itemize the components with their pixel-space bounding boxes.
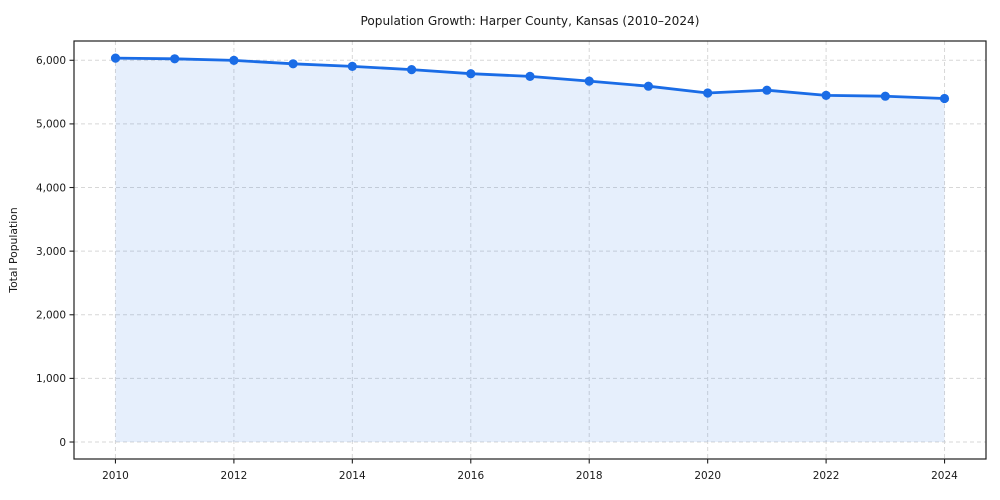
series-area [115, 58, 945, 442]
x-tick-label: 2020 [694, 470, 721, 482]
x-tick-label: 2022 [813, 470, 840, 482]
data-point [939, 93, 950, 104]
x-tick-label: 2024 [931, 470, 958, 482]
x-tick-label: 2010 [102, 470, 129, 482]
plot-border [73, 40, 987, 460]
data-point [229, 55, 239, 65]
data-point [288, 59, 298, 69]
y-tick-label: 2,000 [36, 310, 66, 322]
data-point [703, 88, 713, 98]
x-tick-label: 2016 [457, 470, 484, 482]
y-tick-label: 3,000 [36, 246, 66, 258]
data-point [821, 90, 831, 100]
data-point [762, 85, 772, 95]
y-tick-label: 1,000 [36, 373, 66, 385]
y-tick-label: 0 [59, 437, 66, 449]
data-point [170, 54, 180, 64]
y-tick-label: 6,000 [36, 55, 66, 67]
data-point [466, 69, 476, 79]
y-tick-label: 4,000 [36, 182, 66, 194]
data-point [584, 76, 594, 86]
data-point [880, 91, 890, 101]
data-point [525, 71, 535, 81]
y-tick-label: 5,000 [36, 119, 66, 131]
chart-title: Population Growth: Harper County, Kansas… [361, 14, 700, 28]
data-point [407, 65, 417, 75]
data-point [643, 81, 654, 91]
y-axis-label: Total Population [7, 207, 20, 293]
x-tick-label: 2014 [339, 470, 366, 482]
x-tick-label: 2018 [576, 470, 603, 482]
x-tick-label: 2012 [221, 470, 248, 482]
data-point [110, 53, 121, 63]
data-point [347, 61, 357, 71]
